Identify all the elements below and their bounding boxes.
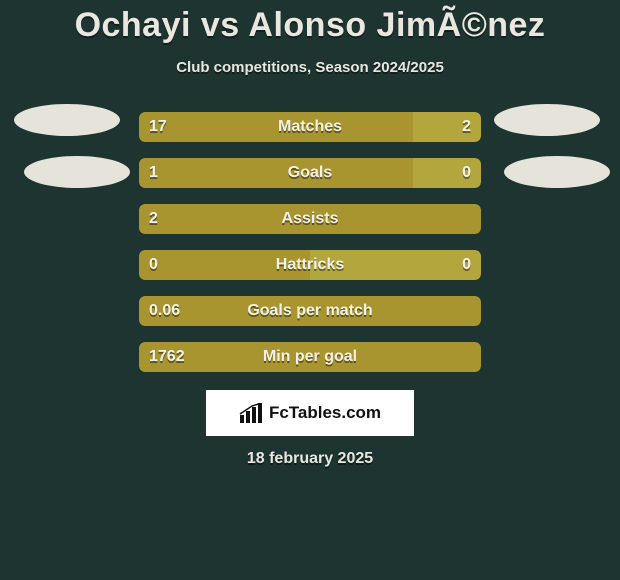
bar-wrap: 1762 Min per goal (139, 342, 481, 372)
value-left: 2 (149, 210, 158, 228)
page-title: Ochayi vs Alonso JimÃ©nez (0, 0, 620, 45)
value-left: 0.06 (149, 302, 180, 320)
value-left: 1 (149, 164, 158, 182)
metric-label: Goals per match (247, 302, 372, 320)
player-badge-right (504, 156, 610, 188)
bar-wrap: 0.06 Goals per match (139, 296, 481, 326)
value-left: 17 (149, 118, 167, 136)
bar-left (139, 112, 413, 142)
bar-wrap: 2 Assists (139, 204, 481, 234)
bar-wrap: 1 0 Goals (139, 158, 481, 188)
stat-row: 1 0 Goals (8, 150, 612, 196)
bar-wrap: 0 0 Hattricks (139, 250, 481, 280)
stat-row: 17 2 Matches (8, 104, 612, 150)
value-left: 1762 (149, 348, 185, 366)
player-badge-left (14, 104, 120, 136)
stat-row: 0 0 Hattricks (8, 242, 612, 288)
stat-row: 1762 Min per goal (8, 334, 612, 380)
bars-icon (239, 403, 263, 423)
stat-row: 2 Assists (8, 196, 612, 242)
stat-row: 0.06 Goals per match (8, 288, 612, 334)
branding-box: FcTables.com (206, 390, 414, 436)
stats-chart: 17 2 Matches 1 0 Goals 2 Assists 0 0 Hattricks 0.06… (0, 104, 620, 380)
player-badge-right (494, 104, 600, 136)
metric-label: Min per goal (263, 348, 357, 366)
bar-wrap: 17 2 Matches (139, 112, 481, 142)
footer-date: 18 february 2025 (0, 450, 620, 468)
metric-label: Assists (282, 210, 339, 228)
player-badge-left (24, 156, 130, 188)
branding-text: FcTables.com (269, 403, 381, 423)
value-right: 0 (462, 164, 471, 182)
bar-left (139, 158, 413, 188)
value-right: 0 (462, 256, 471, 274)
metric-label: Goals (288, 164, 332, 182)
metric-label: Hattricks (276, 256, 344, 274)
page-subtitle: Club competitions, Season 2024/2025 (0, 59, 620, 76)
value-right: 2 (462, 118, 471, 136)
value-left: 0 (149, 256, 158, 274)
metric-label: Matches (278, 118, 342, 136)
